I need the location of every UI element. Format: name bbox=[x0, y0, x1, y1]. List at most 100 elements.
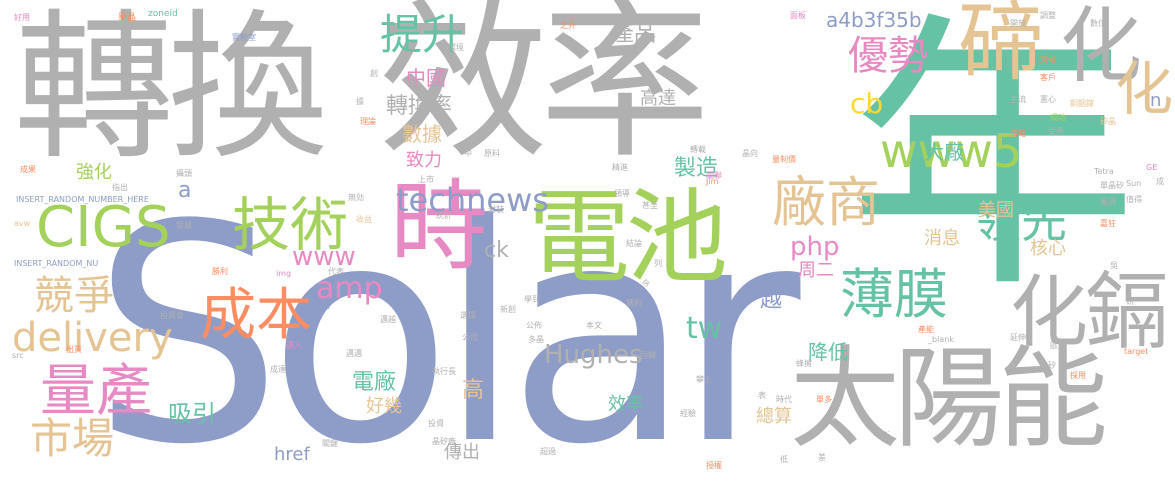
word-jingli: 晶矽 bbox=[1040, 361, 1056, 370]
word-ge-vertical: 化 bbox=[1105, 58, 1173, 116]
word-guanjian: 關鍵 bbox=[322, 439, 338, 448]
word-qianghua: 強化 bbox=[76, 162, 112, 183]
word-yanshen: 延伸 bbox=[1010, 333, 1026, 342]
word-yue: 越 bbox=[760, 288, 783, 313]
word-fengzhuang: 封裝 bbox=[488, 205, 504, 214]
word-zoneid: zoneid bbox=[148, 9, 178, 19]
word-zhongguo: 中國 bbox=[406, 66, 446, 90]
word-kehu: 客戶 bbox=[1040, 73, 1056, 82]
word-jin: 今 bbox=[642, 279, 650, 288]
word-avw: avw bbox=[14, 219, 31, 228]
word-ju: 據 bbox=[356, 97, 364, 106]
word-shenzhi: 甚至 bbox=[642, 201, 658, 210]
word-caiyong: 採用 bbox=[1070, 371, 1086, 380]
word-zhuliu: 主流 bbox=[1010, 95, 1026, 104]
word-zhuanzai: 轉載 bbox=[690, 145, 706, 154]
word-sun: Sun bbox=[1126, 179, 1142, 188]
word-blank: _blank bbox=[928, 335, 954, 344]
word-haoyong: 好用 bbox=[14, 13, 30, 22]
word-kaifang: 開放 bbox=[1010, 19, 1026, 28]
word-shouquan: 授權 bbox=[706, 461, 722, 470]
word-chanling: 產能 bbox=[918, 325, 934, 334]
word-gongsi: 公司 bbox=[462, 333, 478, 342]
word-yuanliao: 原料 bbox=[484, 149, 500, 158]
word-zhan: 選擇 bbox=[460, 311, 476, 320]
word-di2: 低 bbox=[780, 455, 788, 464]
word-wuxiao: 無効 bbox=[348, 193, 364, 202]
word-gao2: 嘉狂 bbox=[1100, 219, 1116, 228]
word-gao: 高 bbox=[462, 378, 485, 403]
word-hua2: 化 bbox=[1010, 268, 1089, 358]
word-touzihui: 投資會 bbox=[160, 311, 184, 320]
word-ru: 入 bbox=[484, 27, 492, 36]
word-boomo: 薄膜 bbox=[840, 263, 948, 326]
word-a: a bbox=[178, 178, 192, 203]
word-xiaolv: 效率 bbox=[378, 0, 710, 182]
word-chuang: 創 bbox=[370, 69, 378, 78]
word-gonggao: 公佈 bbox=[526, 321, 542, 330]
word-zhili: 致力 bbox=[406, 150, 442, 171]
word-huadou: 單多 bbox=[816, 395, 832, 404]
word-xiemo: 邁越 bbox=[380, 315, 396, 324]
word-shichang: 市場 bbox=[30, 414, 115, 463]
word-wu: 吳 bbox=[1110, 261, 1118, 270]
word-shiyanshi: 實驗室 bbox=[232, 33, 256, 42]
word-insert1: INSERT_RANDOM_NUMBER_HERE bbox=[16, 195, 149, 204]
word-php: php bbox=[790, 232, 840, 262]
word-delivery: delivery bbox=[12, 315, 173, 361]
word-changshang: 廠商 bbox=[772, 171, 880, 234]
word-amp: amp bbox=[316, 271, 383, 306]
word-chuanchu: 傳出 bbox=[444, 442, 480, 463]
word-linghang: 領導 bbox=[614, 189, 630, 198]
word-technews: technews bbox=[396, 181, 549, 219]
word-tupo: 突破 bbox=[1040, 55, 1056, 64]
word-zhuanhuanlv: 轉換率 bbox=[386, 94, 453, 119]
word-shuju: 數據 bbox=[402, 122, 442, 146]
word-shuwei: 數位 bbox=[1090, 19, 1106, 28]
word-src: src bbox=[12, 351, 24, 360]
word-xinchuang: 新創 bbox=[500, 305, 516, 314]
word-nian: 年 bbox=[848, 0, 1138, 327]
word-ge2: GE bbox=[1146, 163, 1158, 172]
word-guijing: 矽晶 bbox=[1100, 117, 1116, 126]
word-solar: Solar bbox=[92, 161, 801, 482]
word-jingzhi: 精進 bbox=[612, 163, 628, 172]
word-chuhuo: 出貨 bbox=[66, 345, 82, 354]
word-pingheng: 平衡 bbox=[874, 431, 890, 440]
word-xiaoxi: 消息 bbox=[924, 228, 960, 249]
word-hughes: Hughes bbox=[544, 340, 643, 370]
word-hash: a4b3f35b bbox=[826, 8, 922, 32]
word-lingxian: 領先 bbox=[975, 194, 1067, 248]
word-shouyi: 收益 bbox=[356, 215, 372, 224]
word-daibiao: 代表 bbox=[328, 267, 344, 276]
word-insert2: INSERT_RANDOM_NU bbox=[14, 259, 99, 268]
word-href: href bbox=[274, 444, 310, 465]
word-xuedao: 學到 bbox=[524, 295, 540, 304]
word-xiaoya: 邁邁 bbox=[346, 349, 362, 358]
word-chenggong: 成功 bbox=[1050, 113, 1066, 122]
word-xiaolv2: 效率 bbox=[608, 394, 644, 415]
word-tetra: Tetra bbox=[1094, 167, 1114, 176]
word-jielun: 結論 bbox=[626, 239, 642, 248]
word-shengli: 勝利 bbox=[212, 267, 228, 276]
word-hexin: 核心 bbox=[1030, 238, 1066, 259]
word-lv1: 攝頭 bbox=[176, 169, 192, 178]
word-cheng: 成 bbox=[1156, 177, 1164, 186]
word-qian: 前 bbox=[398, 131, 406, 140]
word-shi: 時 bbox=[390, 170, 489, 284]
word-zongsuan: 總算 bbox=[756, 406, 792, 427]
word-ck: ck bbox=[484, 238, 509, 263]
word-target: target bbox=[1124, 347, 1149, 356]
word-liangchan: 量產 bbox=[40, 359, 152, 424]
word-jingguichang: 晶矽廠 bbox=[432, 437, 456, 446]
word-oumeng: 歐盟 bbox=[1050, 341, 1066, 350]
word-zhouer: 周二 bbox=[798, 260, 834, 281]
word-jishu: 技術 bbox=[232, 191, 349, 259]
word-qinhe: 值得 bbox=[1126, 195, 1142, 204]
word-cigs: CIGS bbox=[36, 195, 171, 260]
word-shouxian: 受限 bbox=[1048, 127, 1064, 136]
word-dianchi: 電池 bbox=[528, 179, 728, 298]
word-huanjing: 環境 bbox=[448, 43, 464, 52]
word-panshang: 攀上 bbox=[696, 375, 712, 384]
word-shidai: 時代 bbox=[776, 395, 792, 404]
